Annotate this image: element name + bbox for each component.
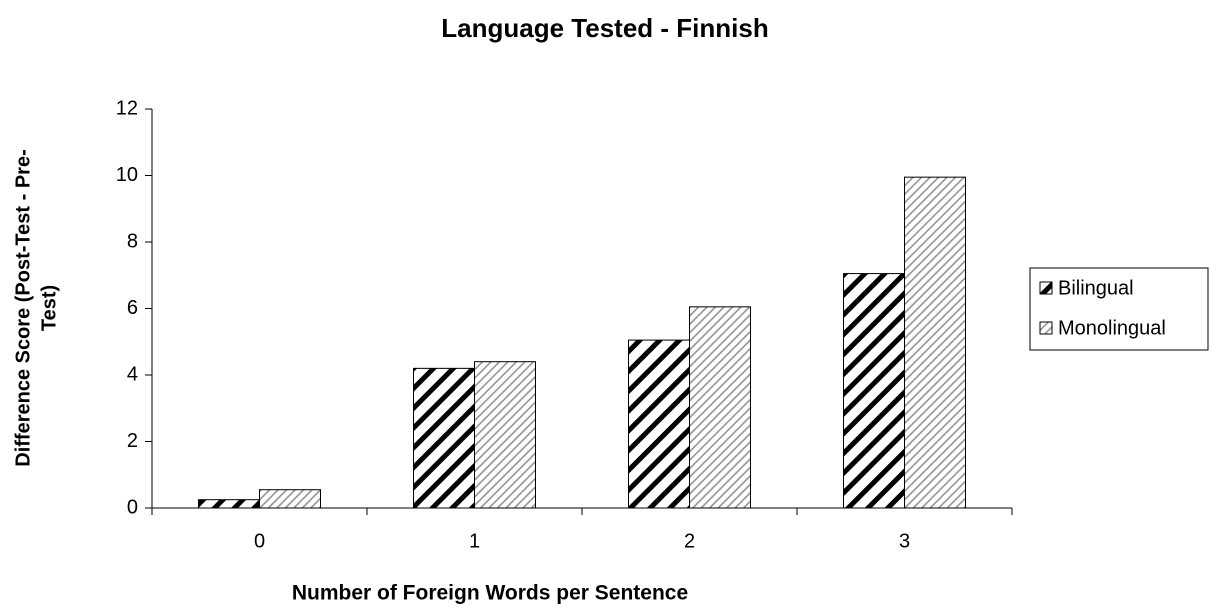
y-tick-label: 0: [127, 496, 138, 518]
legend-label: Bilingual: [1058, 277, 1134, 299]
x-axis-title: Number of Foreign Words per Sentence: [292, 582, 688, 605]
bar: [259, 489, 321, 509]
legend-box: [1029, 267, 1209, 351]
legend-swatch: [1039, 321, 1053, 335]
bar: [843, 273, 905, 509]
y-tick-label: 2: [127, 430, 138, 452]
bar: [474, 361, 536, 509]
y-axis-title-line: Difference Score (Post-Test - Pre-: [12, 149, 34, 467]
bar: [689, 306, 751, 509]
bar: [904, 176, 966, 509]
y-tick-label: 6: [127, 297, 138, 319]
y-tick-label: 10: [116, 164, 138, 186]
y-axis-title-line: Test): [38, 285, 60, 331]
bar: [628, 339, 690, 509]
y-tick-label: 8: [127, 230, 138, 252]
legend-label: Monolingual: [1058, 317, 1166, 339]
chart-title: Language Tested - Finnish: [441, 13, 768, 43]
x-tick-label: 0: [254, 530, 265, 552]
legend-swatch: [1039, 281, 1053, 295]
x-tick-label: 1: [469, 530, 480, 552]
x-tick-label: 2: [684, 530, 695, 552]
y-axis-title: Difference Score (Post-Test - Pre- Test): [12, 149, 60, 467]
y-tick-label: 12: [116, 97, 138, 119]
bar: [198, 499, 260, 509]
bar: [413, 367, 475, 509]
y-tick-label: 4: [127, 363, 138, 385]
x-tick-label: 3: [899, 530, 910, 552]
